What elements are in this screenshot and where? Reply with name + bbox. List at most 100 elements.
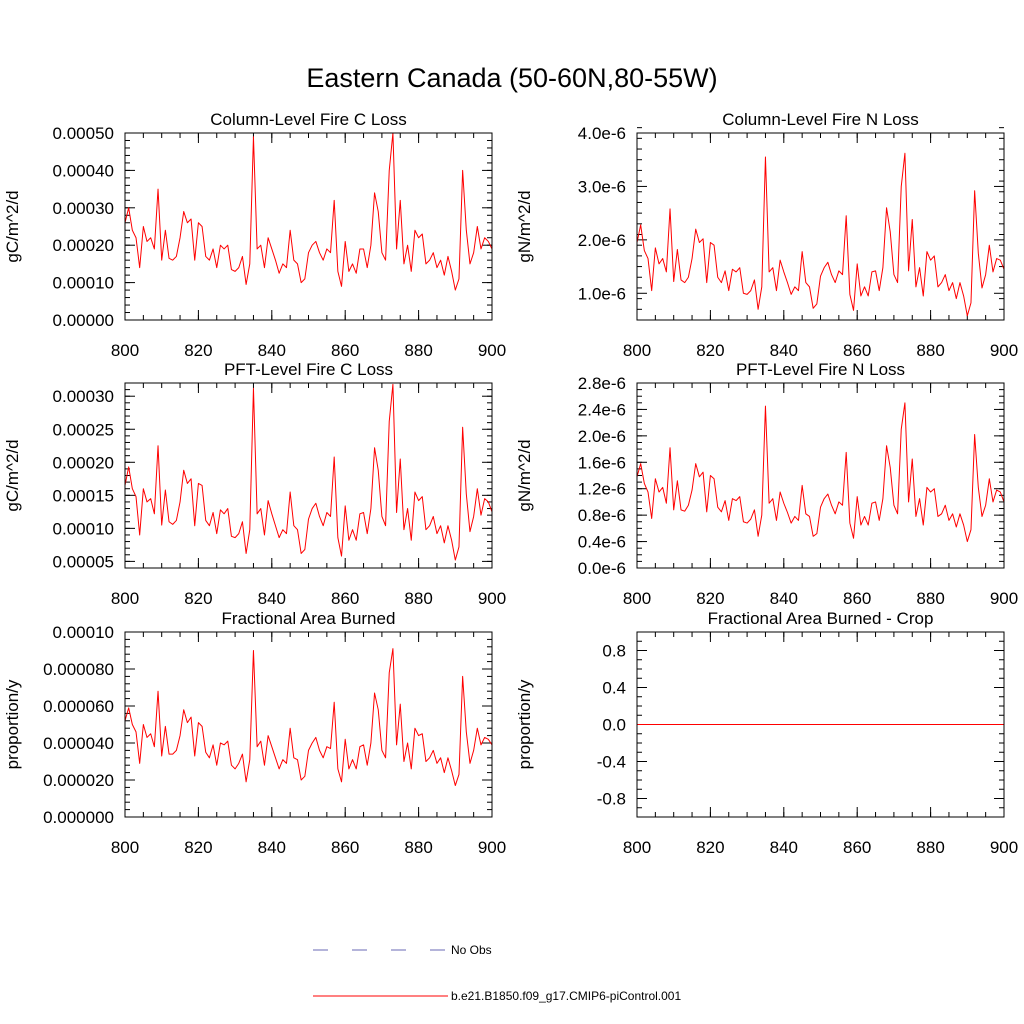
panel-pft-n-loss: 0.0e-6 0.4e-6 0.8e-6 1.2e-6 1.6e-6 2.0e-6 2.4e… <box>515 360 1018 608</box>
plot-frame <box>124 382 493 569</box>
x-tick-label: 900 <box>478 589 506 608</box>
x-tick-label: 900 <box>990 341 1018 360</box>
y-tick-label: 1.2e-6 <box>578 480 626 499</box>
x-tick-label: 800 <box>623 341 651 360</box>
x-tick-label: 820 <box>696 341 724 360</box>
y-tick-label: 0.00015 <box>53 486 114 505</box>
x-tick-label: 880 <box>404 341 432 360</box>
y-tick-label: 0.8 <box>602 642 626 661</box>
x-tick-label: 860 <box>331 589 359 608</box>
legend-label-no-obs: No Obs <box>451 943 492 957</box>
panel-title: PFT-Level Fire C Loss <box>224 360 393 379</box>
x-tick-label: 900 <box>990 589 1018 608</box>
x-tick-label: 820 <box>184 341 212 360</box>
series-line <box>125 648 492 787</box>
y-tick-label: 0.8e-6 <box>578 506 626 525</box>
panel-area-burned: 0.000000 0.000020 0.000040 0.000060 0.000080… <box>3 609 506 857</box>
x-tick-label: 800 <box>111 838 139 857</box>
x-tick-label: 880 <box>916 341 944 360</box>
x-tick-label: 800 <box>111 589 139 608</box>
y-tick-label: 0.000000 <box>43 808 114 827</box>
y-tick-label: 0.000040 <box>43 734 114 753</box>
x-tick-label: 840 <box>770 589 798 608</box>
plot-frame <box>636 631 1005 818</box>
y-axis-label: gN/m^2/d <box>515 439 534 511</box>
y-tick-label: -0.4 <box>597 753 626 772</box>
y-tick-label: 0.00040 <box>53 161 114 180</box>
y-tick-label: 0.4e-6 <box>578 533 626 552</box>
series-line <box>125 383 492 561</box>
x-tick-label: 840 <box>258 838 286 857</box>
series-line <box>637 402 1004 543</box>
x-tick-label: 840 <box>770 341 798 360</box>
y-tick-label: 0.00030 <box>53 387 114 406</box>
x-tick-label: 840 <box>258 589 286 608</box>
x-tick-label: 900 <box>478 838 506 857</box>
plot-frame <box>636 382 1005 569</box>
y-tick-label: 0.00010 <box>53 519 114 538</box>
x-tick-label: 880 <box>404 589 432 608</box>
y-axis-label: gN/m^2/d <box>515 190 534 262</box>
legend: No Obs b.e21.B1850.f09_g17.CMIP6-piContr… <box>313 943 681 1003</box>
x-tick-label: 860 <box>843 341 871 360</box>
x-tick-label: 820 <box>184 589 212 608</box>
panel-title: Fractional Area Burned - Crop <box>708 609 934 628</box>
x-tick-label: 800 <box>623 589 651 608</box>
y-tick-label: 2.4e-6 <box>578 400 626 419</box>
series-line <box>637 152 1004 317</box>
y-tick-label: 0.0 <box>602 716 626 735</box>
y-tick-label: 0.0e-6 <box>578 559 626 578</box>
y-tick-label: 0.000080 <box>43 660 114 679</box>
x-tick-label: 800 <box>111 341 139 360</box>
panel-title: Column-Level Fire C Loss <box>210 110 407 129</box>
y-tick-label: 2.0e-6 <box>578 231 626 250</box>
y-tick-label: 0.00010 <box>53 623 114 642</box>
y-tick-label: 0.4 <box>602 679 626 698</box>
panel-title: PFT-Level Fire N Loss <box>736 360 905 379</box>
y-tick-label: 0.00005 <box>53 552 114 571</box>
x-tick-label: 880 <box>916 589 944 608</box>
y-tick-label: -0.8 <box>597 790 626 809</box>
y-tick-label: 0.000020 <box>43 771 114 790</box>
plot-frame <box>124 132 493 321</box>
figure-title: Eastern Canada (50-60N,80-55W) <box>306 63 717 93</box>
x-tick-label: 840 <box>770 838 798 857</box>
x-tick-label: 860 <box>843 589 871 608</box>
x-tick-label: 880 <box>916 838 944 857</box>
x-tick-label: 820 <box>696 838 724 857</box>
x-tick-label: 820 <box>184 838 212 857</box>
y-axis-label: gC/m^2/d <box>3 190 22 262</box>
y-tick-label: 0.000060 <box>43 697 114 716</box>
series-line <box>125 133 492 291</box>
y-tick-label: 0.00020 <box>53 453 114 472</box>
x-tick-label: 900 <box>478 341 506 360</box>
panel-column-n-loss: 1.0e-6 2.0e-6 3.0e-6 4.0e-6 800 820 840 860 880 9… <box>515 110 1018 360</box>
y-tick-label: 0.00025 <box>53 420 114 439</box>
x-tick-label: 800 <box>623 838 651 857</box>
panel-title: Column-Level Fire N Loss <box>722 110 919 129</box>
legend-label-model: b.e21.B1850.f09_g17.CMIP6-piControl.001 <box>451 989 681 1003</box>
y-tick-label: 0.00000 <box>53 311 114 330</box>
y-tick-label: 0.00020 <box>53 236 114 255</box>
y-tick-label: 2.8e-6 <box>578 374 626 393</box>
y-tick-label: 3.0e-6 <box>578 177 626 196</box>
x-tick-label: 860 <box>843 838 871 857</box>
plot-frame <box>124 631 493 818</box>
x-tick-label: 880 <box>404 838 432 857</box>
y-tick-label: 4.0e-6 <box>578 124 626 143</box>
panel-title: Fractional Area Burned <box>222 609 396 628</box>
panel-area-burned-crop: -0.8 -0.4 0.0 0.4 0.8 800 820 840 860 880 900 Fract… <box>515 609 1018 857</box>
x-tick-label: 860 <box>331 838 359 857</box>
plot-frame <box>636 132 1005 321</box>
panel-column-c-loss: 0.00000 0.00010 0.00020 0.00030 0.00040 0.000… <box>3 110 506 360</box>
x-tick-label: 860 <box>331 341 359 360</box>
y-axis-label: gC/m^2/d <box>3 439 22 511</box>
y-tick-label: 1.0e-6 <box>578 284 626 303</box>
x-tick-label: 840 <box>258 341 286 360</box>
y-tick-label: 0.00030 <box>53 199 114 218</box>
y-axis-label: proportion/y <box>515 679 534 769</box>
x-tick-label: 900 <box>990 838 1018 857</box>
y-axis-label: proportion/y <box>3 679 22 769</box>
y-tick-label: 1.6e-6 <box>578 453 626 472</box>
